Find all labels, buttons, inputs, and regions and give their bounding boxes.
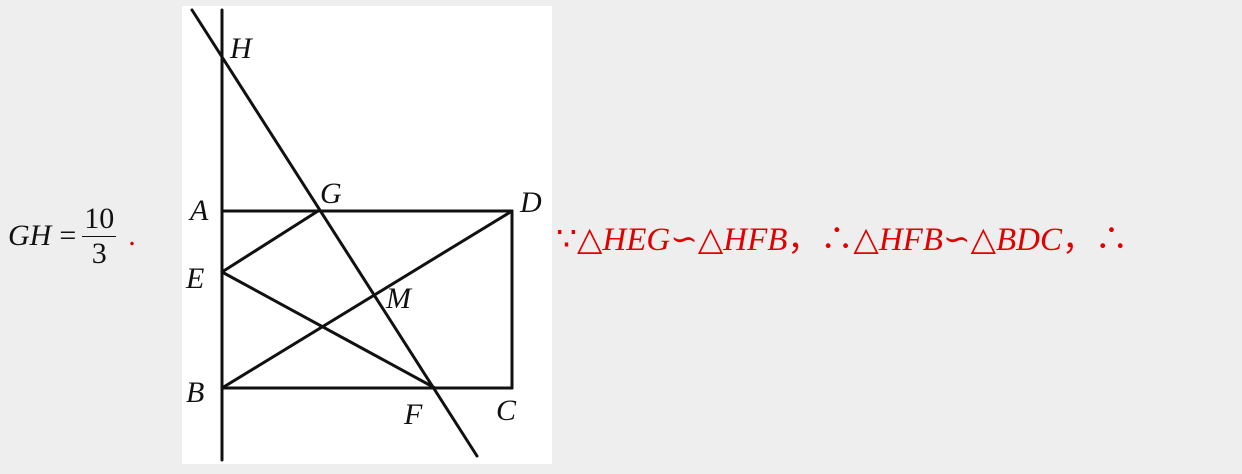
point-label-m: M bbox=[385, 282, 413, 315]
triangle-symbol: △ bbox=[970, 222, 997, 258]
point-label-c: C bbox=[496, 394, 517, 427]
triangle-symbol: △ bbox=[577, 222, 603, 258]
segment-eg bbox=[220, 209, 320, 274]
point-label-h: H bbox=[229, 32, 254, 65]
line-hf bbox=[190, 8, 479, 458]
point-label-e: E bbox=[185, 262, 204, 295]
formula-period: . bbox=[128, 219, 136, 252]
comma: ， bbox=[787, 222, 821, 258]
because-symbol: ∵ bbox=[556, 222, 577, 258]
triangle-symbol: △ bbox=[853, 222, 879, 258]
triangle-heg: HEG bbox=[602, 222, 671, 258]
gh-formula: GH = 10 3 . bbox=[8, 196, 136, 276]
similar-symbol: ∽ bbox=[942, 222, 971, 258]
similarity-reasoning: ∵△HEG∽△HFB，∴△HFB∽△BDC，∴ bbox=[556, 212, 1128, 260]
formula-equals: = bbox=[59, 219, 77, 252]
segment-ef bbox=[220, 270, 437, 390]
point-label-f: F bbox=[403, 398, 423, 431]
point-label-g: G bbox=[320, 177, 342, 210]
geometry-diagram: H A G D E M B F C bbox=[185, 8, 542, 462]
fraction-numerator: 10 bbox=[82, 201, 117, 237]
similar-symbol: ∽ bbox=[670, 222, 698, 258]
fraction-denominator: 3 bbox=[91, 236, 107, 270]
point-label-d: D bbox=[519, 186, 542, 219]
triangle-hfb: HFB bbox=[878, 222, 943, 258]
comma: ， bbox=[1062, 222, 1096, 258]
geometry-figure: H A G D E M B F C bbox=[182, 6, 552, 464]
formula-lhs: GH bbox=[8, 219, 52, 252]
triangle-bdc: BDC bbox=[996, 222, 1063, 258]
fraction: 10 3 bbox=[82, 201, 117, 271]
point-label-b: B bbox=[186, 376, 204, 409]
therefore-symbol: ∴ bbox=[820, 222, 854, 258]
point-label-a: A bbox=[188, 194, 209, 227]
therefore-symbol: ∴ bbox=[1095, 222, 1129, 258]
triangle-hfb: HFB bbox=[723, 222, 788, 258]
triangle-symbol: △ bbox=[697, 222, 724, 258]
diagonal-bd bbox=[220, 209, 514, 390]
